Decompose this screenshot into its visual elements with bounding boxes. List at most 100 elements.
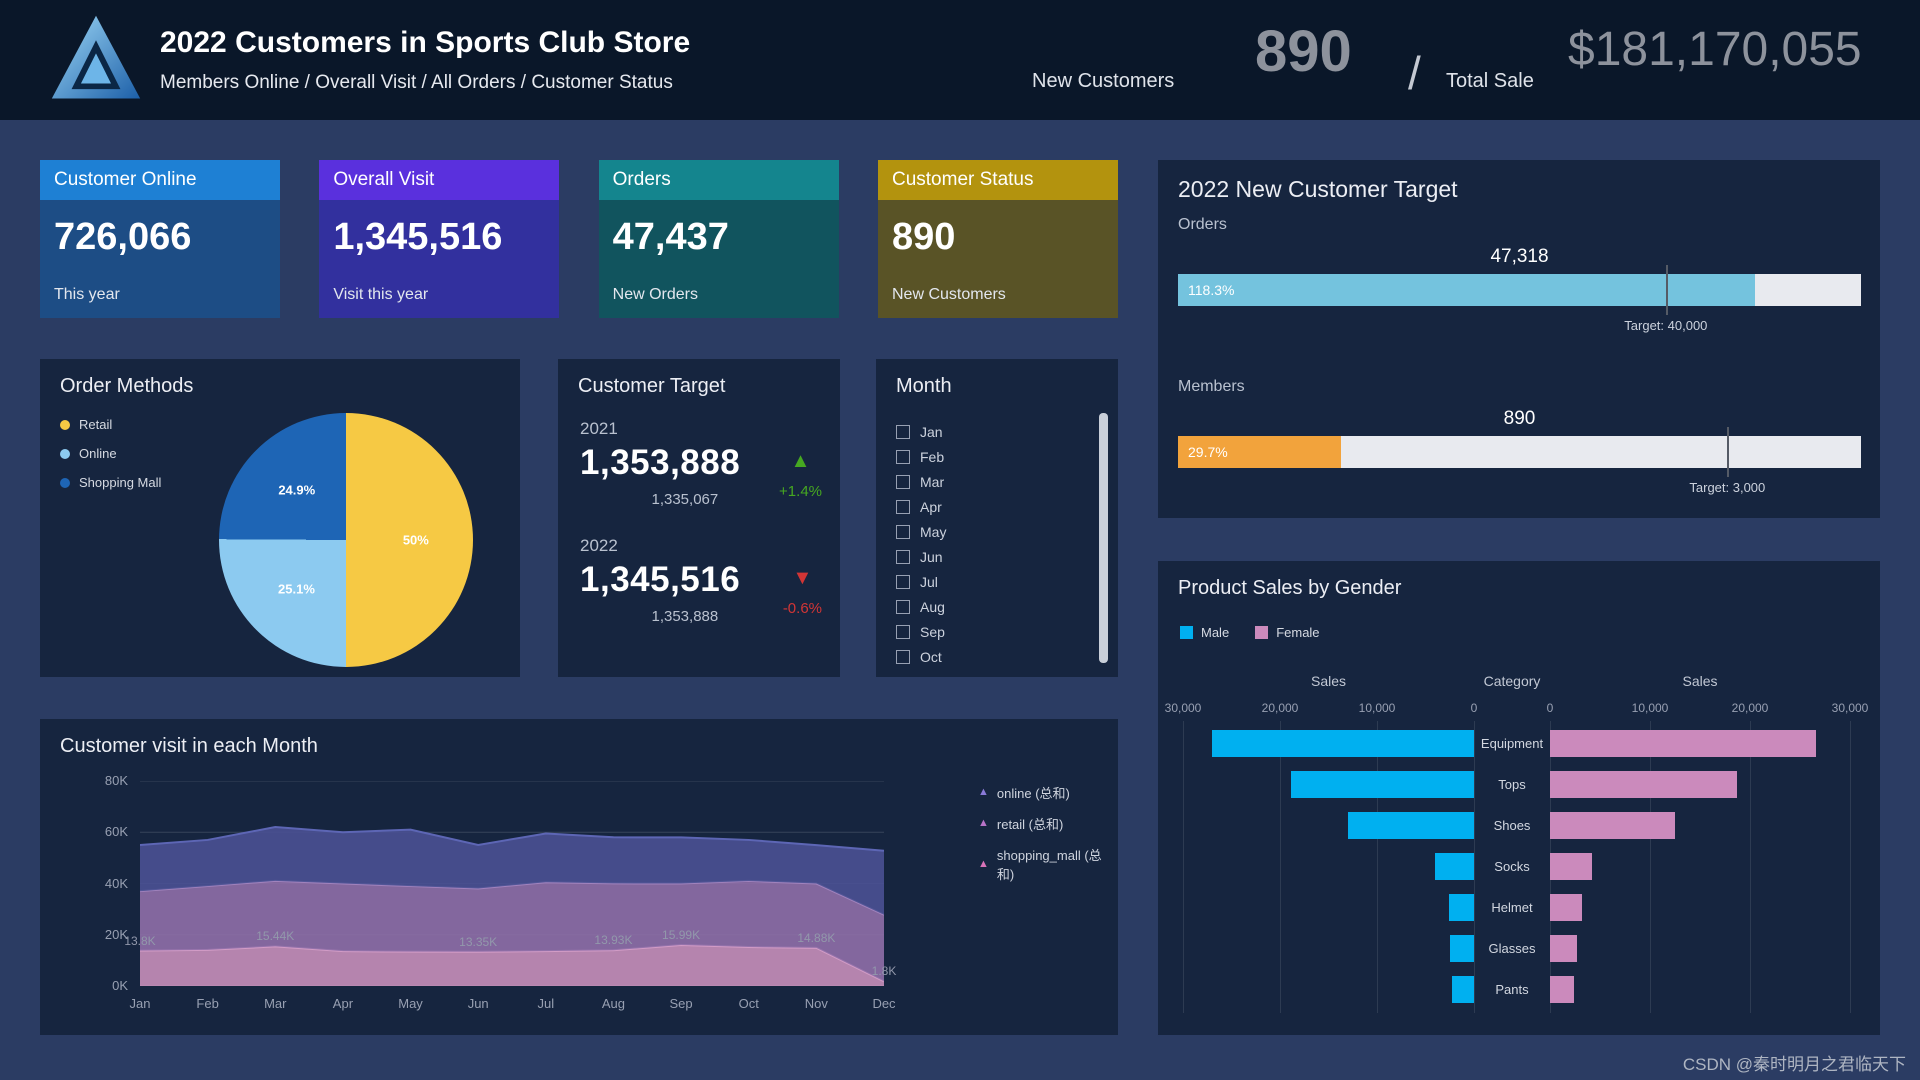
bullet-fill[interactable]: 29.7% xyxy=(1178,436,1341,468)
legend-item-online[interactable]: Online xyxy=(60,446,161,461)
new-customer-target-title: 2022 New Customer Target xyxy=(1178,176,1458,202)
category-label: Pants xyxy=(1495,982,1529,997)
female-bar-helmet[interactable] xyxy=(1550,894,1582,921)
month-slicer-panel: Month Jan Feb Mar Apr May Jun Jul Aug Sep Oct xyxy=(876,359,1118,677)
target-delta: -0.6% xyxy=(782,600,822,617)
y-axis-label: 20K xyxy=(104,926,128,942)
new-customers-value: 890 xyxy=(1255,19,1352,84)
month-option-apr[interactable]: Apr xyxy=(896,494,946,519)
bullet-orders: Orders 47,318 118.3% Target: 40,000 xyxy=(1178,216,1861,334)
gridline xyxy=(1850,721,1851,1013)
month-option-feb[interactable]: Feb xyxy=(896,444,946,469)
month-option-jun[interactable]: Jun xyxy=(896,544,946,569)
kpi-card-value: 1,345,516 xyxy=(333,216,503,258)
female-bar-tops[interactable] xyxy=(1550,771,1737,798)
kpi-card-orders[interactable]: Orders 47,437 New Orders xyxy=(598,160,839,318)
category-label: Equipment xyxy=(1480,736,1544,751)
online-dot-icon xyxy=(60,448,70,459)
checkbox-sep[interactable] xyxy=(896,624,910,639)
watermark: CSDN @秦时明月之君临天下 xyxy=(1682,1055,1906,1074)
month-label: Jun xyxy=(920,548,943,565)
checkbox-jul[interactable] xyxy=(896,574,910,589)
female-bar-glasses[interactable] xyxy=(1550,935,1577,962)
month-option-aug[interactable]: Aug xyxy=(896,594,946,619)
bullet-fill[interactable]: 118.3% xyxy=(1178,274,1756,306)
month-option-jan[interactable]: Jan xyxy=(896,419,946,444)
checkbox-feb[interactable] xyxy=(896,449,910,464)
male-bar-tops[interactable] xyxy=(1290,771,1474,798)
customer-target-years: 2021 1,353,888 1,335,067 ▲ +1.4% 2022 1,345,51… xyxy=(580,407,824,625)
checkbox-oct[interactable] xyxy=(896,649,910,664)
month-scrollbar-thumb[interactable] xyxy=(1099,413,1108,663)
x-axis-label: Jul xyxy=(537,996,555,1011)
area-series-online[interactable] xyxy=(140,827,884,915)
bullet-track[interactable]: 29.7% xyxy=(1178,427,1861,477)
month-option-jul[interactable]: Jul xyxy=(896,569,946,594)
area-series-icon: ▲ xyxy=(978,857,989,870)
bullet-target-label: Target: 3,000 xyxy=(1689,480,1766,495)
category-label: Glasses xyxy=(1488,941,1536,956)
legend-item-female[interactable]: Female xyxy=(1255,625,1320,640)
axis-tick: 20,000 xyxy=(1261,701,1299,715)
month-option-may[interactable]: May xyxy=(896,519,946,544)
male-bar-shoes[interactable] xyxy=(1347,812,1474,839)
x-axis-label: May xyxy=(398,996,423,1011)
visit-area-chart[interactable] xyxy=(140,781,884,986)
axis-tick: 30,000 xyxy=(1831,701,1869,715)
legend-item-shopping-mall[interactable]: Shopping Mall xyxy=(60,475,161,490)
gender-row-socks: Socks xyxy=(1183,846,1850,887)
bullet-label: Members xyxy=(1178,378,1245,395)
female-bar-pants[interactable] xyxy=(1550,976,1574,1003)
header-bar: 2022 Customers in Sports Club Store Memb… xyxy=(0,0,1920,120)
gender-row-shoes: Shoes xyxy=(1183,805,1850,846)
category-label: Tops xyxy=(1498,777,1526,792)
kpi-card-title: Customer Online xyxy=(40,160,280,200)
area-data-label: 1.8K xyxy=(871,964,897,979)
area-series-retail[interactable] xyxy=(140,880,884,982)
month-option-sep[interactable]: Sep xyxy=(896,619,946,644)
kpi-card-customer-online[interactable]: Customer Online 726,066 This year xyxy=(40,160,280,318)
legend-item-shopping-mall[interactable]: ▲ shopping_mall (总和) xyxy=(978,845,1118,883)
x-axis-label: Mar xyxy=(264,996,287,1011)
checkbox-aug[interactable] xyxy=(896,599,910,614)
checkbox-jan[interactable] xyxy=(896,424,910,439)
male-bar-glasses[interactable] xyxy=(1449,935,1474,962)
bullet-percent-label: 29.7% xyxy=(1188,444,1228,460)
male-bar-equipment[interactable] xyxy=(1212,730,1474,757)
checkbox-jun[interactable] xyxy=(896,549,910,564)
order-methods-pie[interactable] xyxy=(219,413,473,667)
checkbox-may[interactable] xyxy=(896,524,910,539)
bullet-target-label: Target: 40,000 xyxy=(1624,318,1708,333)
legend-item-retail[interactable]: ▲ retail (总和) xyxy=(978,814,1118,833)
down-triangle-icon: ▼ xyxy=(792,567,813,589)
male-bar-pants[interactable] xyxy=(1452,976,1474,1003)
y-axis-label: 0K xyxy=(112,978,128,993)
male-bar-socks[interactable] xyxy=(1435,853,1474,880)
x-axis-label: Oct xyxy=(738,996,759,1011)
month-label: Jan xyxy=(920,423,943,440)
legend-item-male[interactable]: Male xyxy=(1180,625,1229,640)
legend-label: online (总和) xyxy=(996,786,1070,801)
legend-label: retail (总和) xyxy=(996,817,1064,832)
female-bar-shoes[interactable] xyxy=(1550,812,1675,839)
pie-slice-label-online: 25.1% xyxy=(278,581,315,597)
kpi-card-overall-visit[interactable]: Overall Visit 1,345,516 Visit this year xyxy=(319,160,560,318)
female-bar-socks[interactable] xyxy=(1550,853,1592,880)
female-bar-equipment[interactable] xyxy=(1550,730,1816,757)
month-option-oct[interactable]: Oct xyxy=(896,644,946,669)
area-legend: ▲ online (总和) ▲ retail (总和) ▲ shopping_mall (… xyxy=(978,783,1118,895)
order-methods-panel: Order Methods Retail Online Shopping Mall … xyxy=(40,359,520,677)
axis-tick: 0 xyxy=(1546,701,1554,715)
app-logo-icon xyxy=(51,15,141,99)
legend-item-online[interactable]: ▲ online (总和) xyxy=(978,783,1118,802)
bullet-track[interactable]: 118.3% xyxy=(1178,265,1861,315)
target-value: 1,353,888 xyxy=(580,443,741,482)
month-option-mar[interactable]: Mar xyxy=(896,469,946,494)
checkbox-mar[interactable] xyxy=(896,474,910,489)
kpi-card-customer-status[interactable]: Customer Status 890 New Customers xyxy=(877,160,1118,318)
checkbox-apr[interactable] xyxy=(896,499,910,514)
male-bar-helmet[interactable] xyxy=(1448,894,1474,921)
area-series-shopping_mall[interactable] xyxy=(140,945,884,986)
legend-item-retail[interactable]: Retail xyxy=(60,417,161,432)
category-label: Socks xyxy=(1494,859,1530,874)
